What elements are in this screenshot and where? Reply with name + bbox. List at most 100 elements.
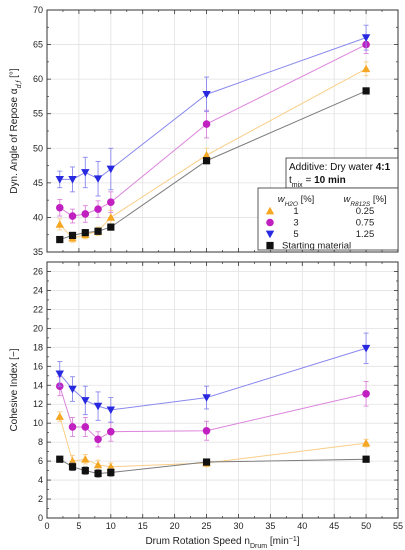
y-tick-label: 60 — [33, 74, 43, 84]
data-point — [68, 385, 77, 394]
data-point — [94, 469, 102, 478]
top-panel: 35 40 45 50 55 60 65 70 Dyn. Angle of Repose αd,… — [9, 5, 399, 257]
x-tick-label: 30 — [233, 521, 243, 531]
annotation-line-2: tmix = 10 min — [289, 175, 346, 189]
y-tick-label: 14 — [33, 380, 43, 390]
plot-area — [47, 262, 398, 518]
data-point — [55, 412, 64, 420]
legend-header-sub: H2O — [285, 201, 298, 208]
series-3 — [56, 455, 370, 478]
data-point — [94, 435, 102, 444]
annotation-bold: 4:1 — [376, 162, 391, 173]
data-point — [81, 169, 90, 177]
plot-frame — [46, 9, 399, 253]
y-tick-label: 40 — [33, 212, 43, 222]
y-tick-label: 24 — [33, 285, 43, 295]
annotation-sub: mix — [292, 182, 303, 189]
data-point — [361, 438, 371, 447]
data-point — [106, 165, 116, 174]
data-point — [94, 205, 102, 213]
y-tick-label: 18 — [33, 342, 43, 352]
y-axis-title-unit: [°] — [9, 68, 20, 81]
legend: wH2O [%] wR812S [%]1 0.253 0.755 1.25Startin… — [257, 187, 399, 252]
data-point — [362, 87, 370, 95]
x-tick-label: 15 — [138, 521, 148, 531]
data-point — [81, 423, 90, 431]
data-point — [56, 455, 64, 463]
y-tick-label: 10 — [33, 418, 43, 428]
y-tick-label: 55 — [33, 109, 43, 119]
data-point — [202, 151, 211, 159]
data-point — [107, 427, 115, 436]
data-point — [202, 120, 211, 128]
data-point — [361, 34, 371, 42]
data-point — [361, 64, 371, 73]
y-tick-label: 65 — [33, 40, 43, 50]
data-point — [93, 402, 103, 411]
data-point — [68, 176, 77, 184]
annotation-text: t — [289, 175, 292, 186]
data-point — [55, 176, 64, 184]
series-3 — [56, 87, 370, 244]
legend-marker — [266, 241, 274, 250]
x-axis-title-sup: −1 — [289, 536, 297, 543]
series-2 — [55, 24, 371, 197]
data-point — [68, 212, 77, 220]
data-point — [81, 210, 90, 218]
legend-header-sub: R812S — [350, 201, 371, 208]
data-point — [361, 344, 371, 353]
y-tick-label: 12 — [33, 399, 43, 409]
plot-frame — [46, 261, 399, 519]
data-point — [107, 223, 115, 231]
legend-header-base: w — [278, 194, 286, 205]
data-point — [202, 458, 211, 466]
y-tick-label: 35 — [33, 247, 43, 257]
y-tick-label: 70 — [33, 5, 43, 15]
data-point — [362, 455, 370, 463]
y-tick-label: 2 — [38, 494, 43, 504]
legend-header-col1: wH2O [%] — [278, 194, 315, 208]
annotation-text: = — [303, 175, 314, 186]
data-point — [202, 157, 211, 165]
legend-header-unit: [%] — [298, 194, 314, 205]
data-point — [106, 213, 116, 221]
data-point — [107, 468, 115, 477]
data-point — [68, 463, 77, 471]
y-tick-label: 16 — [33, 361, 43, 371]
legend-value-col2: 0.75 — [356, 218, 375, 229]
data-point — [55, 220, 64, 228]
data-point — [81, 466, 89, 475]
y-tick-label: 45 — [33, 178, 43, 188]
legend-header-base: w — [343, 194, 351, 205]
x-axis-title-sub: Drum — [250, 543, 267, 550]
y-tick-label: 8 — [38, 437, 43, 447]
data-point — [55, 203, 64, 212]
legend-value-col2: 1.25 — [356, 229, 375, 240]
y-axis-title-text: Dyn. Angle of Repose α — [9, 88, 20, 194]
legend-header-unit: [%] — [370, 194, 386, 205]
y-tick-label: 6 — [38, 456, 43, 466]
data-point — [81, 397, 90, 405]
data-point — [56, 235, 64, 244]
x-tick-label: 25 — [202, 521, 212, 531]
x-tick-label: 55 — [393, 521, 403, 531]
legend-label: Starting material — [282, 241, 351, 252]
annotation-box: Additive: Dry water 4:1 tmix = 10 min — [285, 157, 399, 189]
y-tick-label: 0 — [38, 513, 43, 523]
y-axis-title-sub: d,f — [16, 80, 23, 89]
y-axis-title-text: Cohesive Index [−] — [9, 348, 20, 431]
x-tick-label: 35 — [265, 521, 275, 531]
annotation-line-1: Additive: Dry water 4:1 — [289, 162, 391, 173]
y-axis-title: Cohesive Index [−] — [9, 348, 20, 431]
y-tick-label: 4 — [38, 475, 43, 485]
legend-marker — [265, 230, 275, 239]
annotation-bold: 10 min — [314, 175, 346, 186]
data-point — [68, 231, 77, 240]
x-axis-title-unit: [min — [267, 536, 289, 547]
data-point — [106, 406, 116, 415]
legend-value-col1: 3 — [293, 218, 298, 229]
y-tick-label: 22 — [33, 304, 43, 314]
data-point — [362, 389, 370, 398]
legend-value-col1: 5 — [293, 229, 298, 240]
